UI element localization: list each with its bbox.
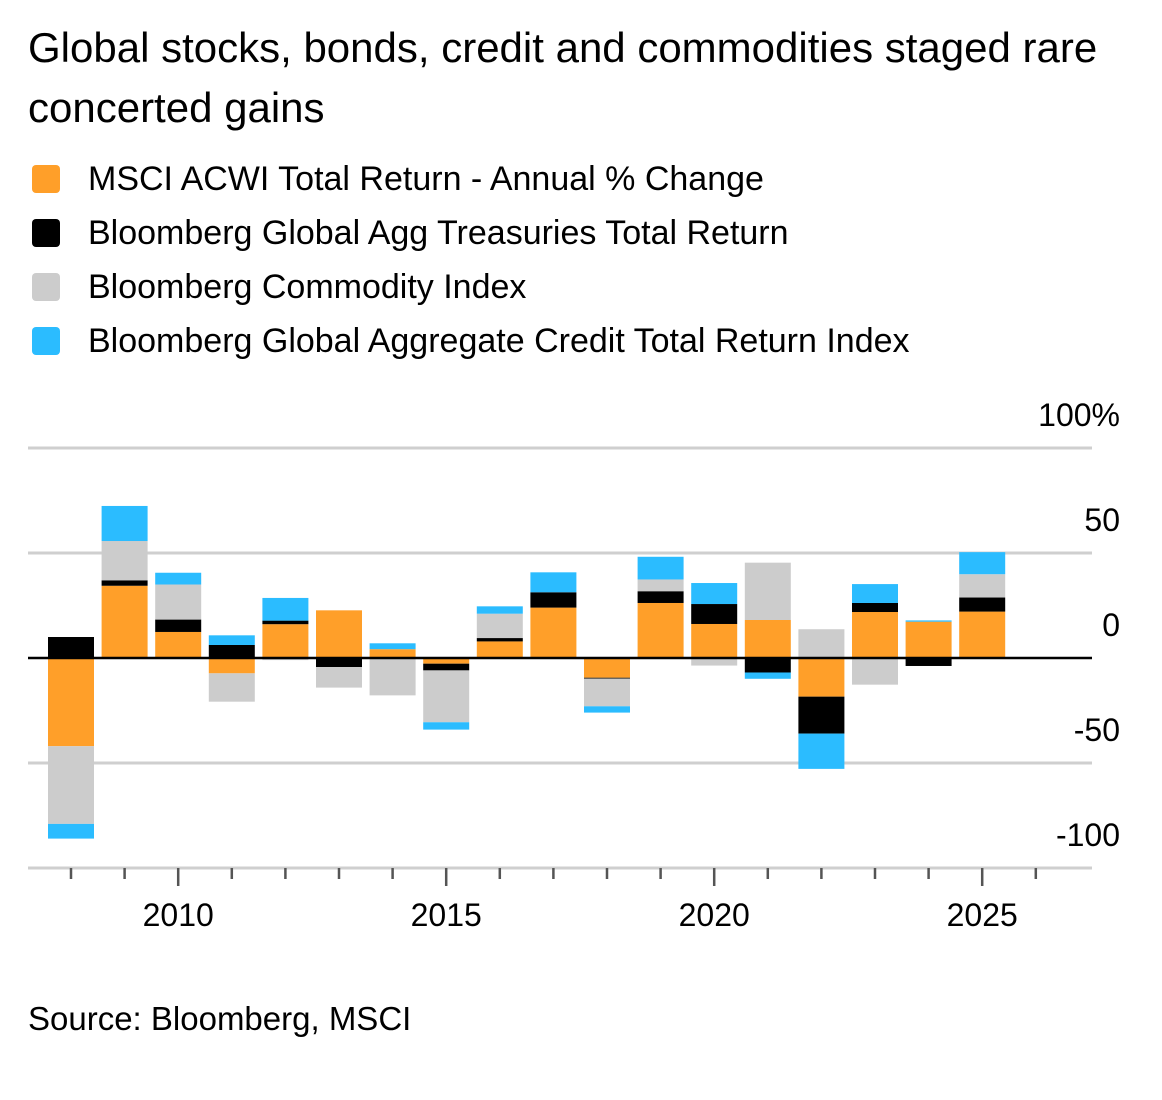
bar-segment-2019-s1 xyxy=(637,591,684,603)
bar-segment-2010-s0 xyxy=(155,631,202,658)
bar-segment-2015-s3 xyxy=(423,722,470,730)
bar-segment-2014-s2 xyxy=(369,658,416,696)
bar-segment-2022-s3 xyxy=(798,733,845,769)
bar-segment-2009-s1 xyxy=(101,580,148,586)
bar-segment-2023-s1 xyxy=(852,602,898,613)
bar-segment-2021-s3 xyxy=(744,672,791,679)
bar-segment-2018-s1 xyxy=(584,677,630,679)
bar-segment-2017-s1 xyxy=(530,592,577,608)
bar-segment-2019-s0 xyxy=(637,602,684,658)
legend-item-credit: Bloomberg Global Aggregate Credit Total … xyxy=(32,314,910,368)
bar-segment-2022-s0 xyxy=(798,658,845,697)
legend-item-commodity: Bloomberg Commodity Index xyxy=(32,260,910,314)
bar-segment-2020-s3 xyxy=(691,583,738,605)
bar-segment-2013-s0 xyxy=(316,610,362,658)
bar-segment-2019-s3 xyxy=(637,556,684,580)
bar-segment-2020-s1 xyxy=(691,604,738,624)
x-tick-label: 2025 xyxy=(947,897,1018,933)
bar-segment-2008-s3 xyxy=(48,823,94,839)
bar-segment-2015-s2 xyxy=(423,670,470,723)
bar-segment-2023-s0 xyxy=(852,612,898,658)
bar-segment-2012-s1 xyxy=(262,620,309,625)
bar-segment-2012-s0 xyxy=(262,624,309,658)
bar-segment-2024-s1 xyxy=(905,658,952,666)
bar-segment-2011-s1 xyxy=(208,644,255,658)
x-tick-label: 2015 xyxy=(411,897,482,933)
bar-segment-2018-s2 xyxy=(584,678,630,707)
bar-segment-2015-s1 xyxy=(423,663,470,671)
legend-item-msci: MSCI ACWI Total Return - Annual % Change xyxy=(32,152,910,206)
bar-segment-2017-s0 xyxy=(530,607,577,658)
legend-swatch xyxy=(32,219,60,247)
y-tick-label: 0 xyxy=(1102,607,1120,643)
chart-title: Global stocks, bonds, credit and commodi… xyxy=(28,24,1098,131)
bar-segment-2018-s3 xyxy=(584,706,630,713)
legend-label: MSCI ACWI Total Return - Annual % Change xyxy=(88,159,764,198)
bar-segment-2021-s0 xyxy=(744,619,791,658)
y-tick-label: -50 xyxy=(1074,712,1120,748)
bar-segment-2024-s3 xyxy=(905,620,952,622)
y-tick-label: 100% xyxy=(1038,397,1120,433)
bar-segment-2016-s3 xyxy=(476,606,523,614)
legend-label: Bloomberg Commodity Index xyxy=(88,267,527,306)
bar-segment-2011-s0 xyxy=(208,658,255,674)
bar-segment-2023-s2 xyxy=(852,658,898,685)
bar-segment-2013-s2 xyxy=(316,667,362,688)
bar-segment-2011-s3 xyxy=(208,635,255,645)
bar-segment-2014-s0 xyxy=(369,649,416,658)
bar-segment-2023-s3 xyxy=(852,584,898,603)
legend-swatch xyxy=(32,165,60,193)
bar-segment-2020-s2 xyxy=(691,658,738,666)
bar-segment-2009-s3 xyxy=(101,505,148,542)
legend: MSCI ACWI Total Return - Annual % Change… xyxy=(32,152,910,368)
bar-segment-2017-s3 xyxy=(530,572,577,593)
x-tick-label: 2010 xyxy=(143,897,214,933)
legend-item-treasuries: Bloomberg Global Agg Treasuries Total Re… xyxy=(32,206,910,260)
bar-segment-2024-s0 xyxy=(905,621,952,658)
bar-segment-2016-s2 xyxy=(476,613,523,639)
bar-segment-2025-s3 xyxy=(959,552,1006,575)
bar-segment-2019-s2 xyxy=(637,579,684,592)
x-tick-label: 2020 xyxy=(679,897,750,933)
legend-label: Bloomberg Global Aggregate Credit Total … xyxy=(88,321,910,360)
bar-segment-2008-s0 xyxy=(48,658,94,747)
bar-segment-2008-s2 xyxy=(48,746,94,824)
bar-segment-2021-s1 xyxy=(744,658,791,673)
bar-segment-2013-s1 xyxy=(316,658,362,668)
legend-label: Bloomberg Global Agg Treasuries Total Re… xyxy=(88,213,789,252)
bar-segment-2010-s2 xyxy=(155,584,202,620)
bar-segment-2009-s2 xyxy=(101,541,148,581)
bar-segment-2025-s2 xyxy=(959,574,1006,598)
source-note: Source: Bloomberg, MSCI xyxy=(28,1000,412,1037)
bar-segment-2011-s2 xyxy=(208,673,255,702)
bar-segment-2018-s0 xyxy=(584,658,630,678)
bar-segment-2016-s0 xyxy=(476,641,523,658)
legend-swatch xyxy=(32,327,60,355)
bar-segment-2022-s2 xyxy=(798,629,845,658)
bar-segment-2020-s0 xyxy=(691,623,738,658)
bar-segment-2010-s3 xyxy=(155,572,202,585)
bar-segment-2008-s1 xyxy=(48,637,94,658)
legend-swatch xyxy=(32,273,60,301)
bar-segment-2025-s0 xyxy=(959,611,1006,658)
y-tick-label: -100 xyxy=(1056,817,1120,853)
bar-segment-2021-s2 xyxy=(744,562,791,620)
bar-segment-2022-s1 xyxy=(798,696,845,734)
y-tick-label: 50 xyxy=(1084,502,1120,538)
bar-segment-2012-s3 xyxy=(262,597,309,621)
bar-segment-2010-s1 xyxy=(155,619,202,632)
bar-segment-2009-s0 xyxy=(101,585,148,658)
bar-segment-2025-s1 xyxy=(959,597,1006,612)
bar-segment-2014-s3 xyxy=(369,643,416,650)
bar-segment-2016-s1 xyxy=(476,638,523,642)
bar-segment-2015-s0 xyxy=(423,658,470,664)
